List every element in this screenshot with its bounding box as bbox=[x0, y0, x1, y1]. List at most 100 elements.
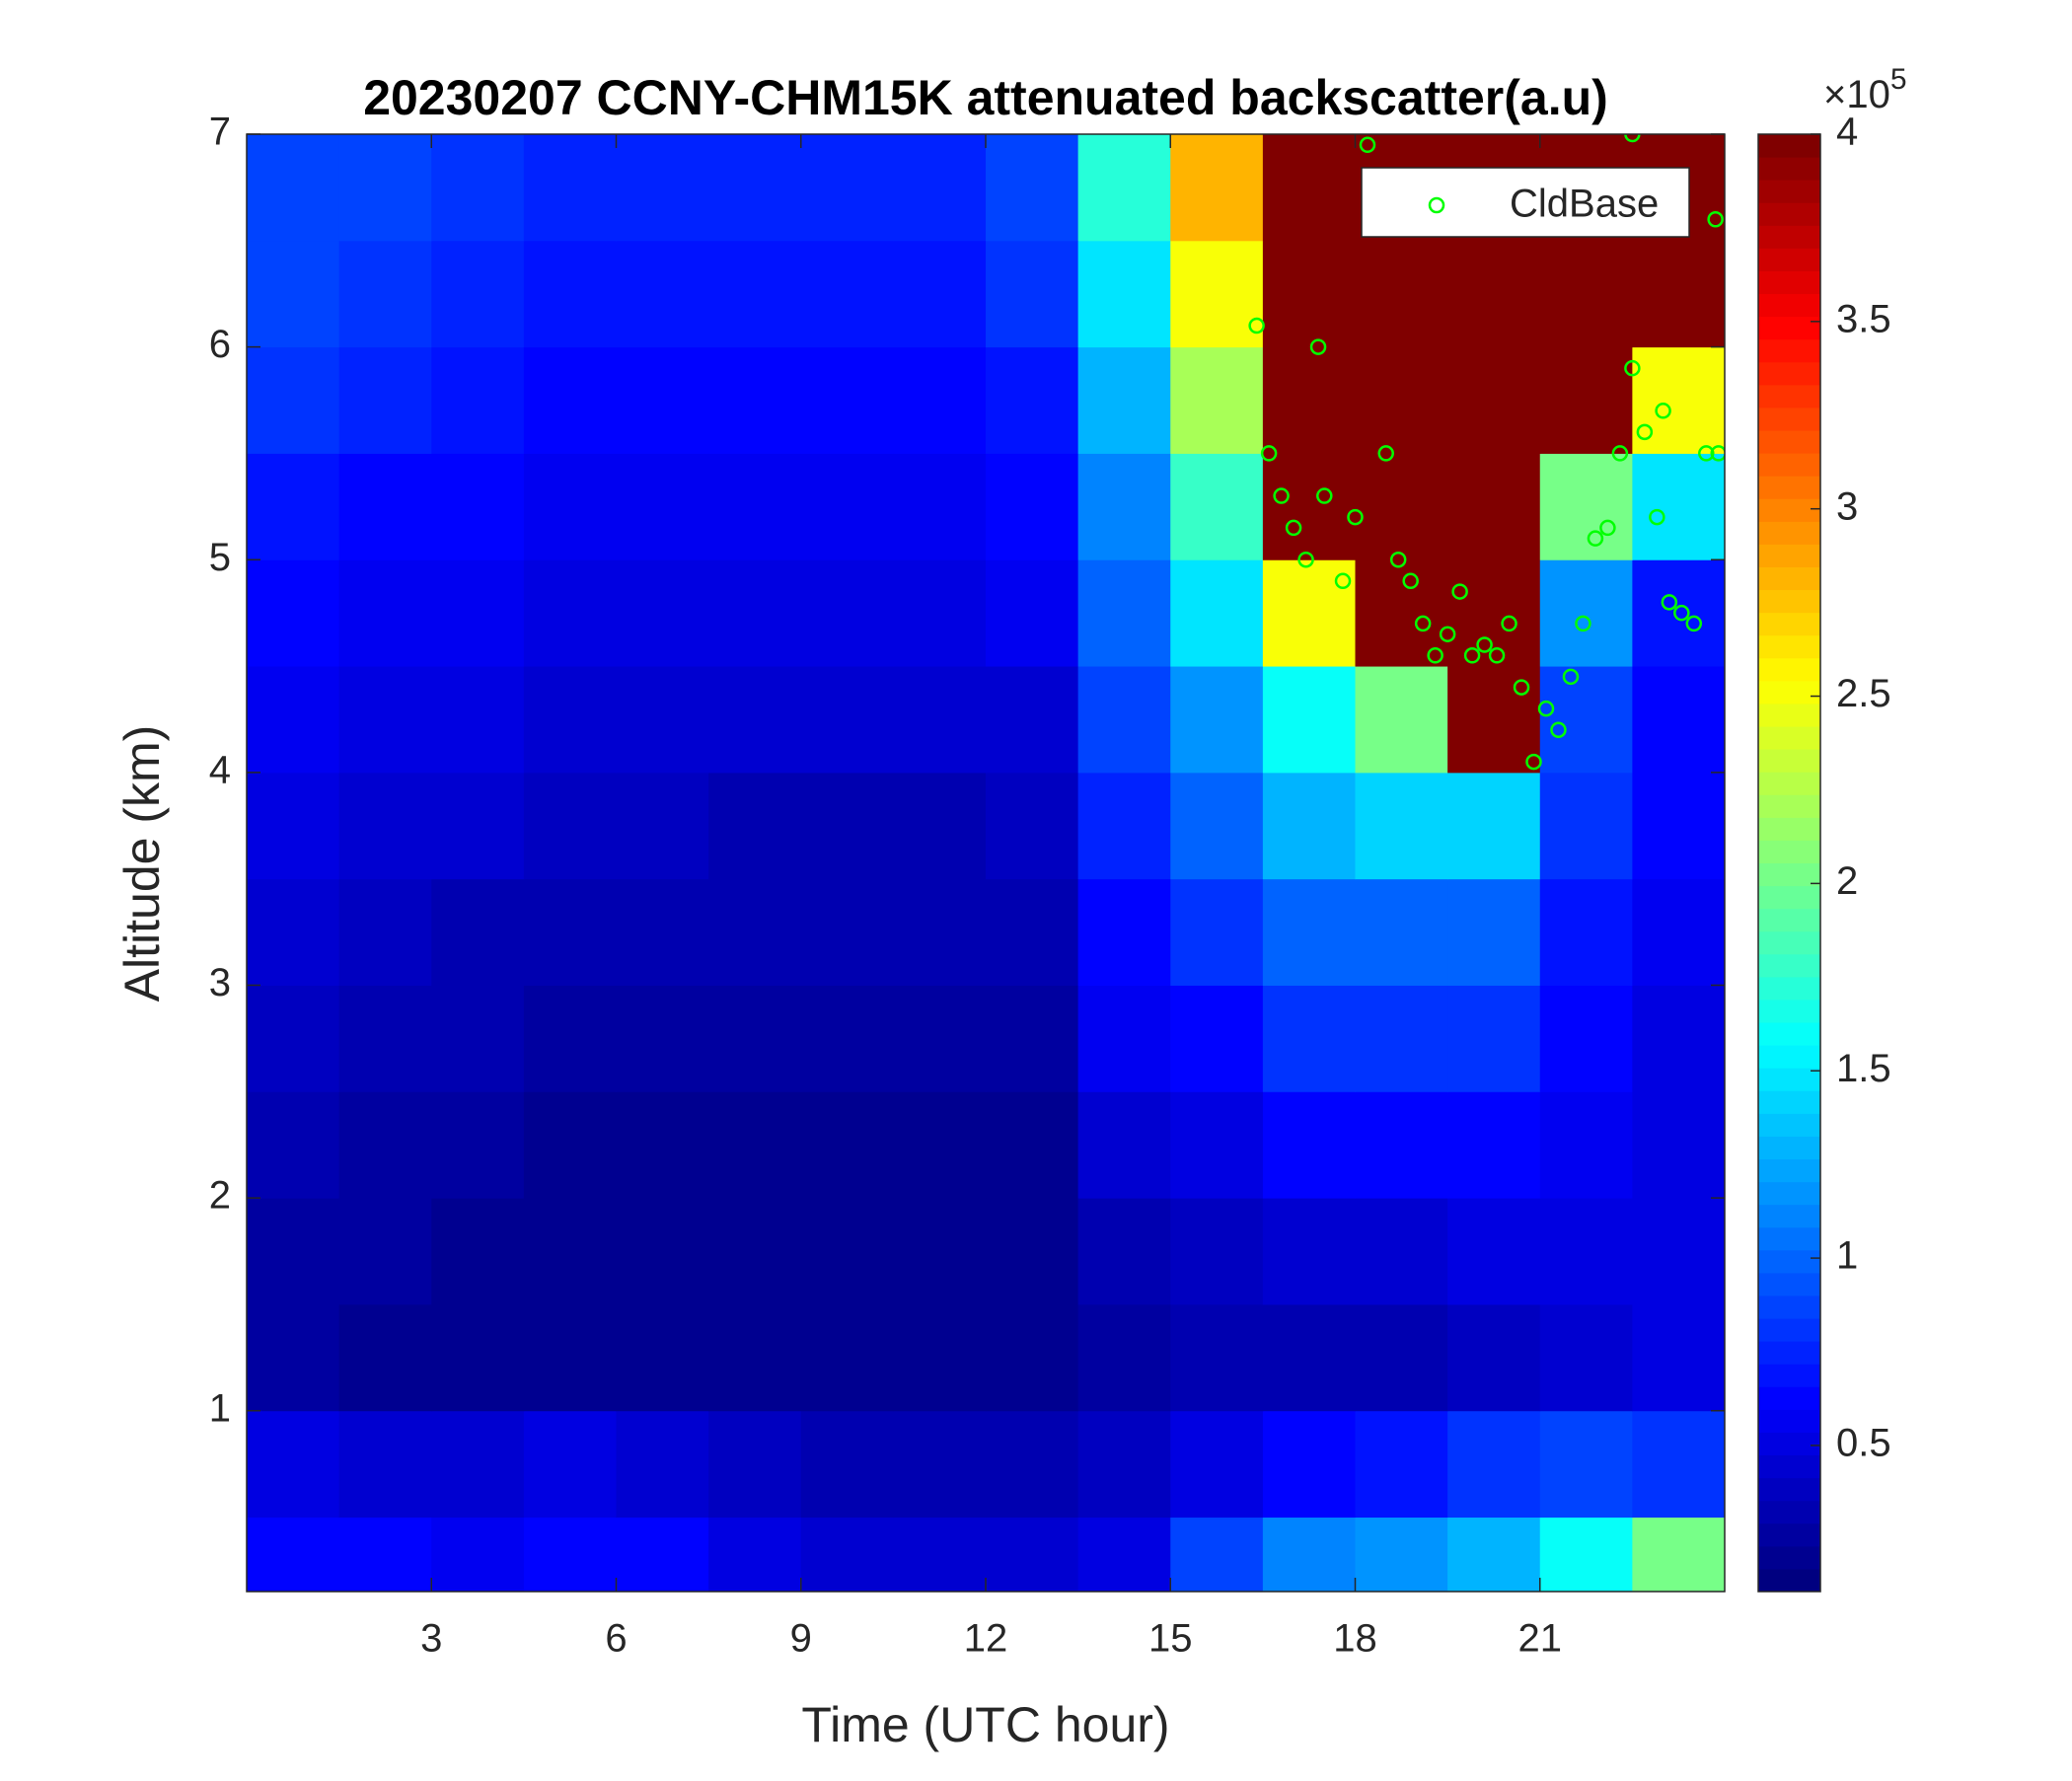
heatmap-cell bbox=[247, 453, 340, 560]
colorbar-segment bbox=[1758, 657, 1820, 682]
axes-layer: 3 6 9 12 15 18 2112345670.511.522.533.54CldBas… bbox=[209, 111, 1891, 1661]
x-tick-label: 21 bbox=[1518, 1617, 1563, 1661]
cloud-base-point bbox=[1402, 572, 1419, 590]
x-tick-label: 9 bbox=[790, 1617, 812, 1661]
colorbar-segment bbox=[1758, 1500, 1820, 1524]
heatmap-cell bbox=[986, 1517, 1079, 1592]
heatmap-cell bbox=[523, 1198, 617, 1305]
multiplier-exponent: 5 bbox=[1890, 63, 1907, 96]
colorbar-segment bbox=[1758, 1045, 1820, 1069]
heatmap-cell bbox=[986, 1303, 1079, 1412]
colorbar-segment bbox=[1758, 589, 1820, 614]
heatmap-cell bbox=[523, 559, 617, 667]
heatmap-cell bbox=[708, 1198, 802, 1305]
heatmap-cell bbox=[1355, 985, 1448, 1092]
heatmap-cell bbox=[1355, 1303, 1448, 1412]
heatmap-cell bbox=[986, 1410, 1079, 1519]
heatmap-cell bbox=[1077, 1517, 1171, 1592]
colorbar-segment bbox=[1758, 772, 1820, 795]
heatmap-cell bbox=[986, 134, 1079, 242]
heatmap-cell bbox=[800, 453, 894, 560]
heatmap-cell bbox=[431, 240, 525, 348]
heatmap-cell bbox=[1447, 1198, 1541, 1305]
heatmap-cell bbox=[1539, 240, 1633, 348]
heatmap-cell bbox=[986, 985, 1079, 1092]
heatmap-cell bbox=[523, 772, 617, 880]
colorbar-segment bbox=[1758, 908, 1820, 932]
chart-title: 20230207 CCNY-CHM15K attenuated backscat… bbox=[363, 70, 1608, 125]
heatmap-cell bbox=[1539, 772, 1633, 880]
heatmap-cell bbox=[1170, 134, 1264, 242]
heatmap-cell bbox=[893, 559, 987, 667]
colorbar-segment bbox=[1758, 134, 1820, 158]
y-tick-label: 4 bbox=[209, 748, 231, 791]
heatmap-cell bbox=[1355, 453, 1448, 560]
heatmap-cell bbox=[1539, 346, 1633, 454]
heatmap-cell bbox=[986, 878, 1079, 986]
heatmap-cell bbox=[1170, 1410, 1264, 1519]
colorbar-segment bbox=[1758, 999, 1820, 1023]
colorbar-segment bbox=[1758, 1568, 1820, 1593]
heatmap-cell bbox=[1447, 772, 1541, 880]
cloud-base-point bbox=[1698, 445, 1715, 462]
heatmap-cell bbox=[431, 1410, 525, 1519]
heatmap-cell bbox=[338, 559, 432, 667]
cloud-base-point bbox=[1575, 615, 1591, 632]
cloud-base-point bbox=[1525, 753, 1542, 771]
heatmap-cell bbox=[338, 134, 432, 242]
heatmap-cell bbox=[523, 346, 617, 454]
x-axis-label: Time (UTC hour) bbox=[801, 1697, 1169, 1752]
y-tick-label: 3 bbox=[209, 961, 231, 1004]
heatmap-cell bbox=[800, 772, 894, 880]
heatmap-cell bbox=[1539, 666, 1633, 774]
colorbar-segment bbox=[1758, 749, 1820, 773]
y-tick-label: 2 bbox=[209, 1174, 231, 1218]
heatmap-cell bbox=[800, 1517, 894, 1592]
cloud-base-point bbox=[1649, 508, 1665, 526]
heatmap-cell bbox=[708, 134, 802, 242]
heatmap-cell bbox=[431, 1091, 525, 1199]
heatmap-cell bbox=[523, 1410, 617, 1519]
heatmap-cell bbox=[1355, 666, 1448, 774]
heatmap-cell bbox=[1539, 453, 1633, 560]
heatmap-cell bbox=[708, 772, 802, 880]
heatmap-cell bbox=[1355, 1517, 1448, 1592]
heatmap-cell bbox=[1262, 666, 1356, 774]
heatmap-cell bbox=[1170, 1303, 1264, 1412]
heatmap-cell bbox=[523, 666, 617, 774]
heatmap-cell bbox=[523, 240, 617, 348]
heatmap-cell bbox=[800, 1091, 894, 1199]
heatmap-cell bbox=[1632, 772, 1725, 880]
heatmap-cell bbox=[1447, 240, 1541, 348]
colorbar-segment bbox=[1758, 1022, 1820, 1046]
colorbar-segment bbox=[1758, 1295, 1820, 1319]
colorbar-segment bbox=[1758, 1204, 1820, 1228]
heatmap-cell bbox=[986, 559, 1079, 667]
heatmap-cell bbox=[986, 1198, 1079, 1305]
heatmap-cell bbox=[1262, 240, 1356, 348]
heatmap-cell bbox=[893, 1517, 987, 1592]
heatmap-cell bbox=[800, 878, 894, 986]
colorbar-segment bbox=[1758, 794, 1820, 818]
colorbar-segment bbox=[1758, 1545, 1820, 1570]
heatmap-cell bbox=[1262, 878, 1356, 986]
heatmap-cell bbox=[1262, 1198, 1356, 1305]
legend-box bbox=[1361, 167, 1690, 238]
heatmap-cell bbox=[1077, 346, 1171, 454]
heatmap-cell bbox=[338, 453, 432, 560]
heatmap-cell bbox=[708, 1410, 802, 1519]
heatmap-cell bbox=[893, 1198, 987, 1305]
heatmap-cell bbox=[800, 1303, 894, 1412]
heatmap-cell bbox=[1632, 1410, 1725, 1519]
cloud-base-point bbox=[1710, 445, 1725, 462]
legend-marker bbox=[1428, 196, 1445, 214]
heatmap-cell bbox=[708, 453, 802, 560]
cloud-base-point bbox=[1562, 668, 1580, 686]
heatmap-cell bbox=[708, 240, 802, 348]
colorbar-segment bbox=[1758, 566, 1820, 591]
colorbar-segment bbox=[1758, 1090, 1820, 1114]
heatmap-cell bbox=[616, 453, 709, 560]
colorbar-segment bbox=[1758, 862, 1820, 887]
heatmap-cell bbox=[800, 985, 894, 1092]
cloud-base-point bbox=[1537, 700, 1555, 717]
